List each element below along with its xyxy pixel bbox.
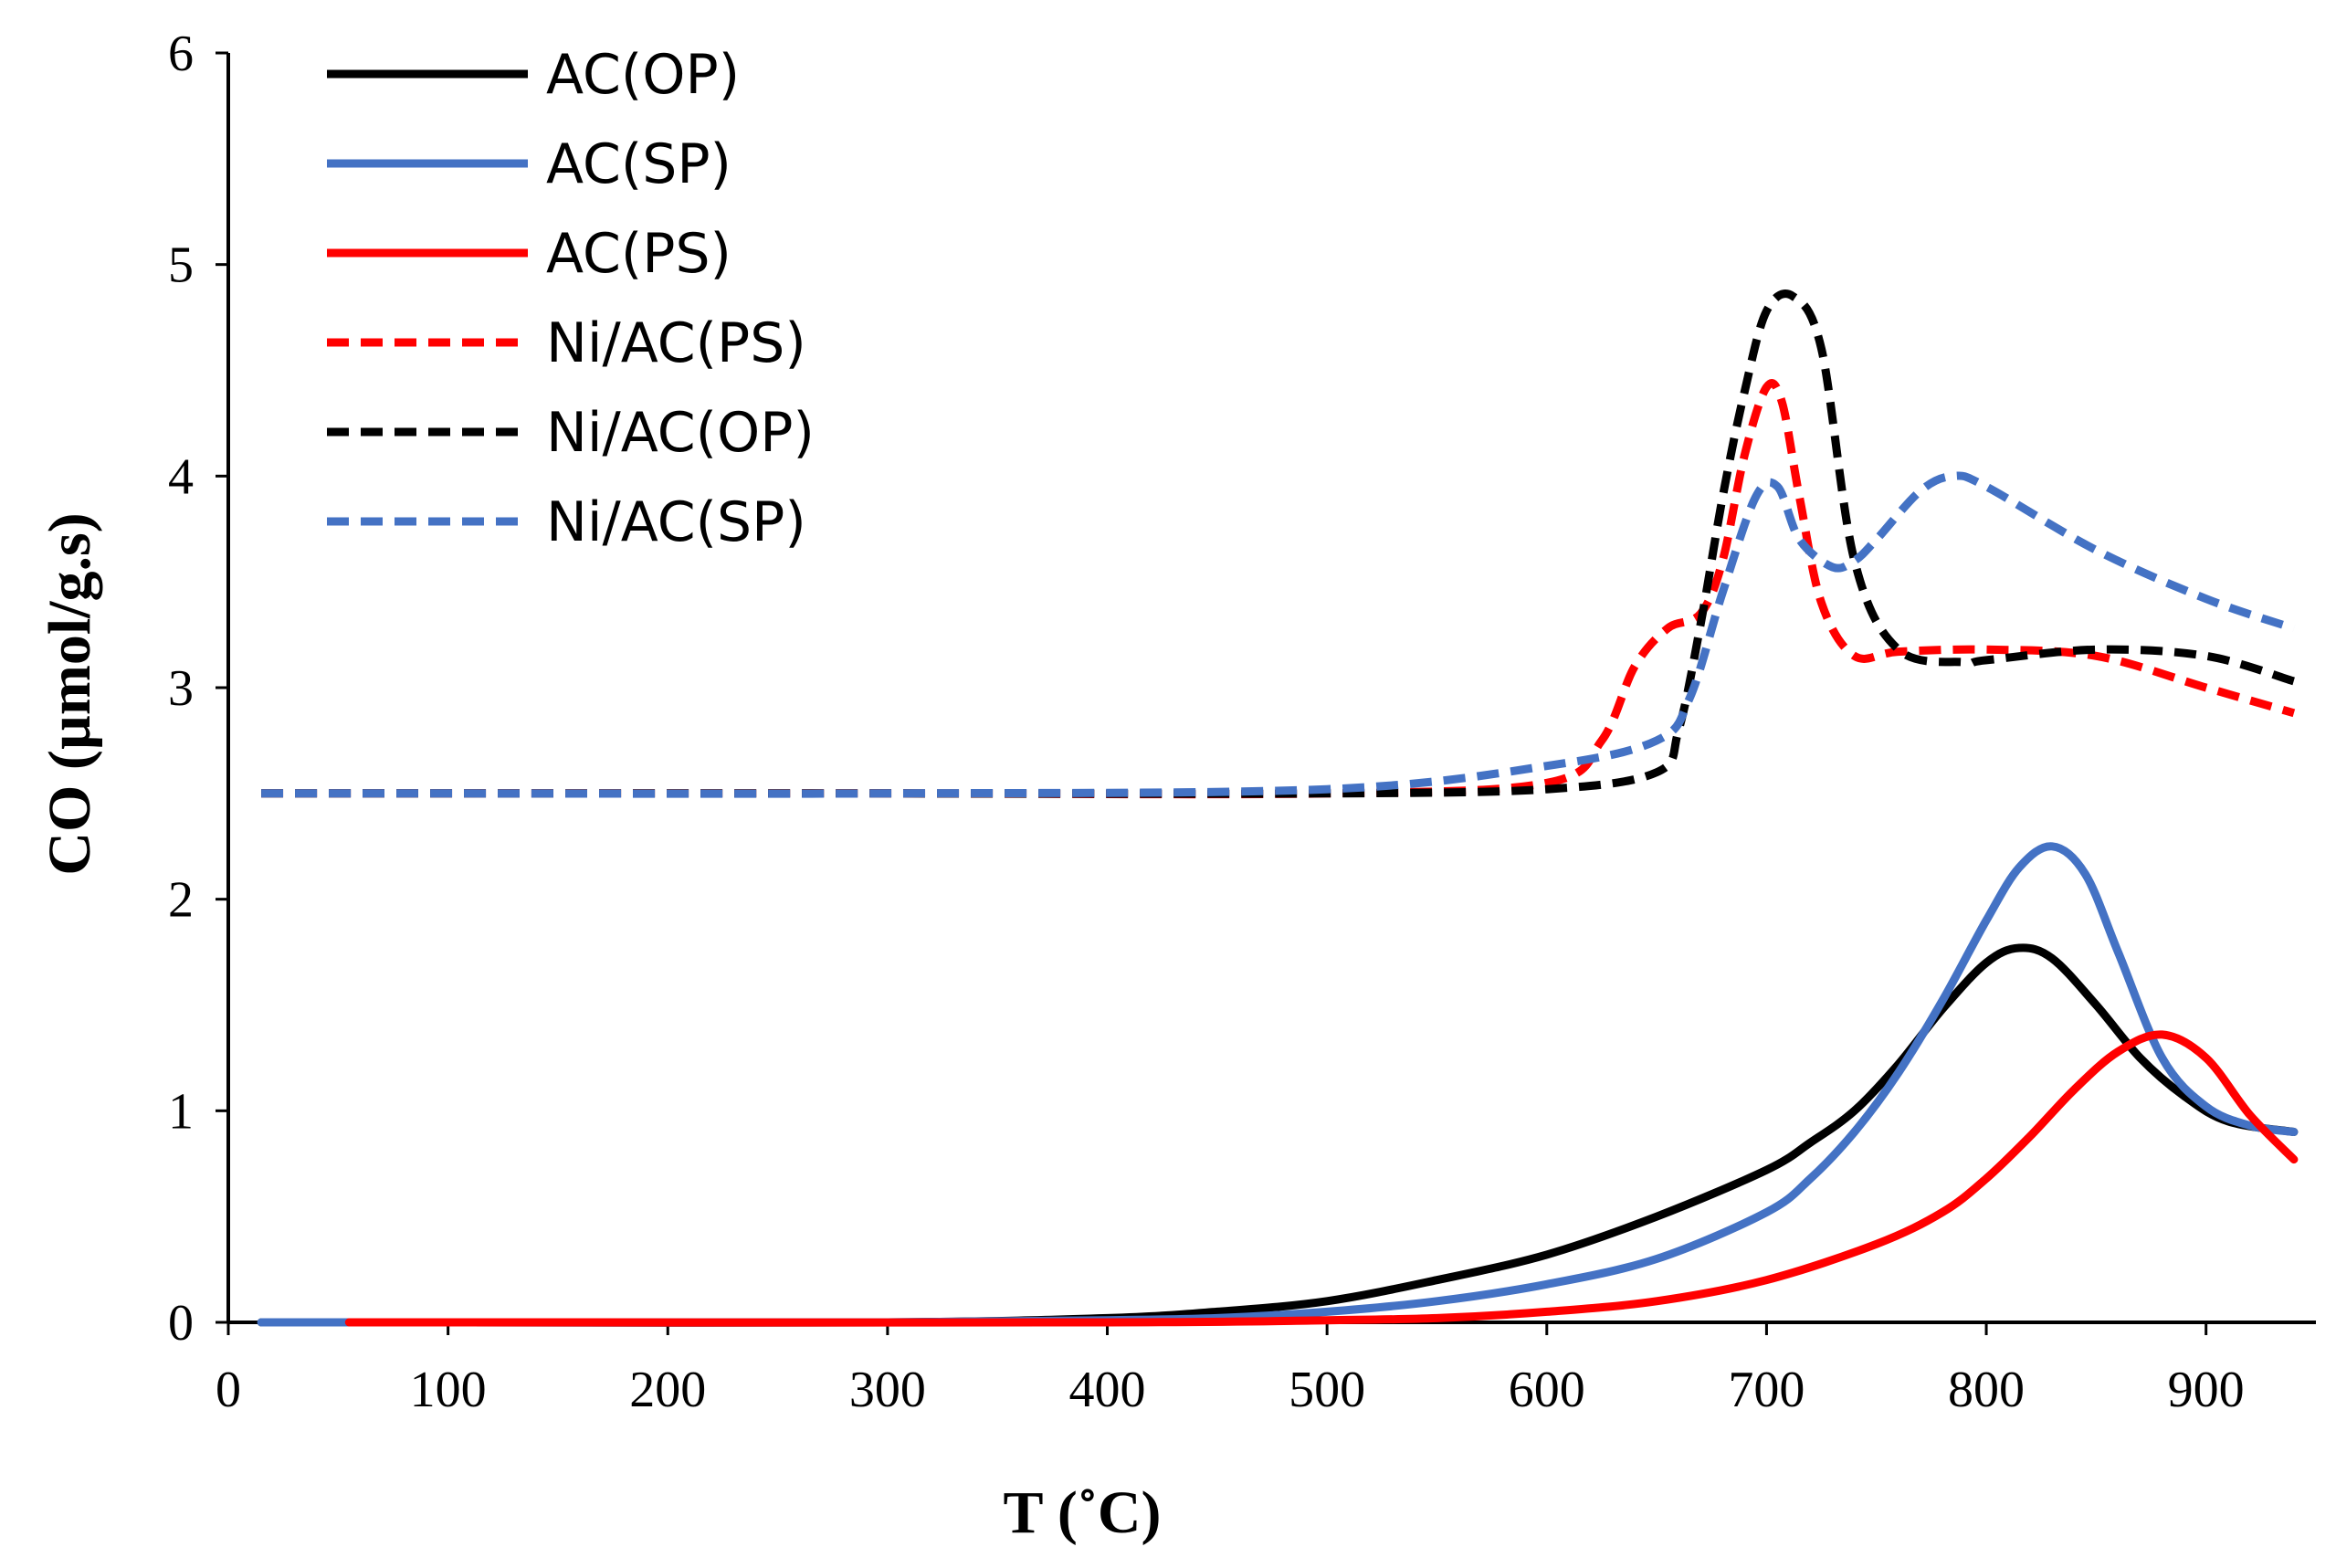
legend-label-ni-ac-sp: Ni/AC(SP) xyxy=(546,490,806,554)
y-tick-label: 2 xyxy=(168,872,194,929)
y-tick-label: 3 xyxy=(168,660,194,717)
y-tick-label: 4 xyxy=(168,448,194,505)
legend-label-ac-sp: AC(SP) xyxy=(546,132,731,196)
series-lines xyxy=(257,289,2299,1327)
x-tick-label: 900 xyxy=(2168,1362,2245,1418)
series-line-ni-ac-op xyxy=(261,289,2296,798)
axes xyxy=(226,53,2316,1324)
legend-label-ni-ac-op: Ni/AC(OP) xyxy=(546,401,815,465)
legend-label-ac-ps: AC(PS) xyxy=(546,222,731,286)
y-tick-label: 1 xyxy=(168,1083,194,1140)
legend-label-ac-op: AC(OP) xyxy=(546,43,740,107)
x-axis-ticks: 0 100 200 300 400 500 600 700 800 900 xyxy=(216,1322,2245,1418)
y-axis-title: CO (µmol/g.s) xyxy=(37,512,103,875)
y-tick-label: 0 xyxy=(168,1295,194,1352)
x-tick-label: 700 xyxy=(1728,1362,1805,1418)
legend-label-ni-ac-ps: Ni/AC(PS) xyxy=(546,311,806,375)
x-tick-label: 0 xyxy=(216,1362,241,1418)
series-line-ni-ac-sp xyxy=(261,471,2296,798)
x-tick-label: 300 xyxy=(849,1362,926,1418)
series-line-ac-ps xyxy=(344,1030,2299,1327)
legend: AC(OP) AC(SP) AC(PS) Ni/AC(PS) Ni/AC(OP) Ni/A… xyxy=(327,43,815,554)
x-tick-label: 600 xyxy=(1509,1362,1585,1418)
x-tick-label: 100 xyxy=(410,1362,487,1418)
y-tick-label: 5 xyxy=(168,237,194,294)
x-tick-label: 200 xyxy=(629,1362,706,1418)
x-tick-label: 400 xyxy=(1069,1362,1146,1418)
x-tick-label: 500 xyxy=(1289,1362,1365,1418)
x-tick-label: 800 xyxy=(1948,1362,2025,1418)
series-line-ac-sp xyxy=(257,842,2299,1327)
y-axis-ticks: 0 1 2 3 4 5 6 xyxy=(168,26,228,1352)
series-line-ac-op xyxy=(257,943,2299,1327)
y-tick-label: 6 xyxy=(168,26,194,82)
x-axis-title: T (˚C) xyxy=(1004,1479,1162,1546)
